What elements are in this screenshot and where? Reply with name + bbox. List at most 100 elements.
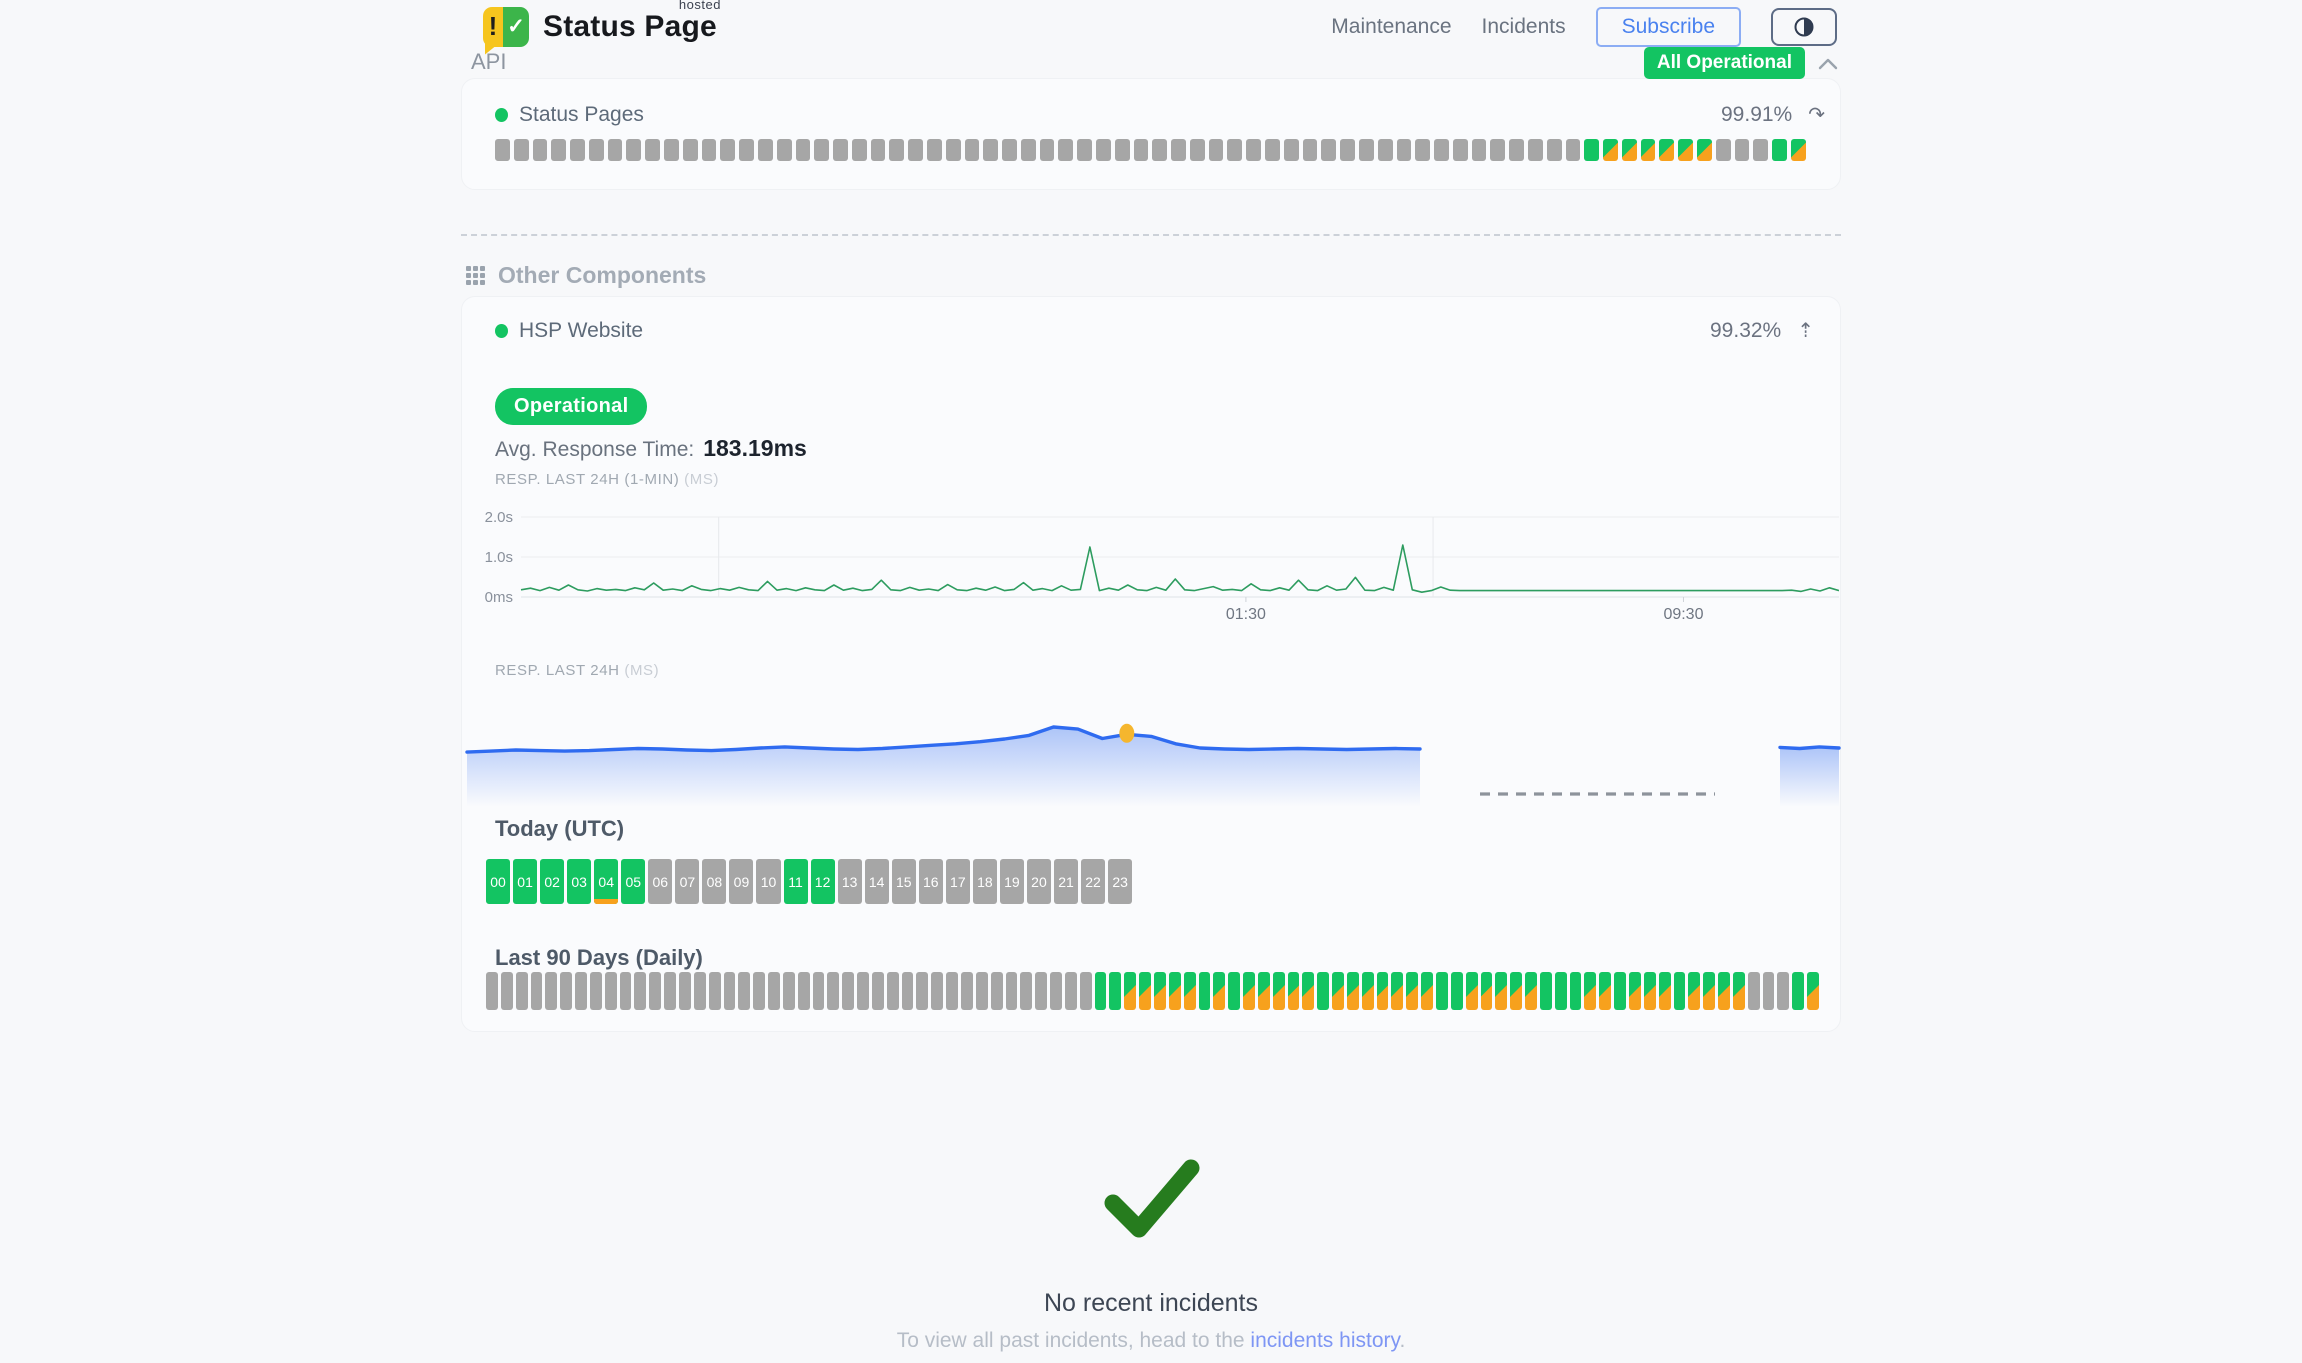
status-block-na[interactable]	[1020, 972, 1033, 1010]
status-block-na[interactable]	[1039, 139, 1055, 161]
status-block-deg[interactable]	[1628, 972, 1641, 1010]
status-block-na[interactable]	[795, 139, 811, 161]
status-block-na[interactable]	[776, 139, 792, 161]
status-block-na[interactable]	[678, 972, 691, 1010]
status-block-up[interactable]: 05	[621, 859, 646, 904]
status-block-na[interactable]	[870, 139, 886, 161]
status-block-na[interactable]	[814, 139, 830, 161]
status-block-na[interactable]	[931, 972, 944, 1010]
status-block-na[interactable]	[1096, 139, 1111, 161]
status-block-na[interactable]	[720, 139, 736, 161]
status-block-na[interactable]	[701, 139, 717, 161]
status-block-na[interactable]	[1734, 139, 1750, 161]
status-block-up[interactable]	[1772, 139, 1787, 161]
status-block-deg[interactable]	[1391, 972, 1404, 1010]
status-block-deg[interactable]	[1495, 972, 1508, 1010]
status-block-na[interactable]: 23	[1108, 859, 1133, 904]
status-block-deg[interactable]	[1465, 972, 1478, 1010]
status-block-deg[interactable]	[1599, 972, 1612, 1010]
status-block-na[interactable]	[500, 972, 513, 1010]
status-block-deg[interactable]	[1139, 972, 1151, 1010]
status-block-deg[interactable]	[1643, 972, 1656, 1010]
status-block-na[interactable]	[589, 972, 602, 1010]
status-block-na[interactable]	[634, 972, 647, 1010]
status-block-na[interactable]: 10	[756, 859, 781, 904]
status-block-na[interactable]	[1050, 972, 1062, 1010]
status-block-deg[interactable]	[1480, 972, 1493, 1010]
status-block-deg[interactable]	[1790, 139, 1806, 161]
status-block-na[interactable]	[619, 972, 632, 1010]
status-block-na[interactable]	[1064, 972, 1077, 1010]
status-block-na[interactable]	[768, 972, 780, 1010]
status-block-na[interactable]: 14	[864, 859, 889, 904]
status-block-na[interactable]	[530, 972, 543, 1010]
status-block-na[interactable]	[946, 972, 958, 1010]
nav-incidents[interactable]: Incidents	[1481, 14, 1566, 38]
status-block-up[interactable]: 01	[513, 859, 538, 904]
status-block-na[interactable]	[513, 139, 529, 161]
status-block-na[interactable]	[1340, 139, 1355, 161]
status-block-deg[interactable]	[1603, 139, 1618, 161]
status-block-na[interactable]: 19	[999, 859, 1024, 904]
status-block-up[interactable]	[1792, 972, 1805, 1010]
daily-status-bar[interactable]	[486, 972, 1819, 1010]
status-block-na[interactable]	[693, 972, 706, 1010]
status-block-deg[interactable]	[1153, 972, 1166, 1010]
scroll-top-icon[interactable]: ⇡	[1797, 320, 1814, 342]
status-block-na[interactable]	[664, 139, 679, 161]
status-block-na[interactable]	[1715, 139, 1731, 161]
status-block-na[interactable]	[1546, 139, 1562, 161]
status-block-na[interactable]	[857, 972, 869, 1010]
status-block-na[interactable]	[1133, 139, 1149, 161]
status-block-na[interactable]	[827, 972, 840, 1010]
status-block-na[interactable]	[607, 139, 623, 161]
status-block-na[interactable]	[889, 139, 905, 161]
status-block-deg[interactable]	[1688, 972, 1701, 1010]
status-block-na[interactable]	[723, 972, 736, 1010]
status-block-up[interactable]	[1673, 972, 1686, 1010]
status-block-na[interactable]	[1283, 139, 1299, 161]
status-block-deg[interactable]	[1659, 139, 1675, 161]
status-block-deg[interactable]	[1213, 972, 1226, 1010]
status-block-na[interactable]	[1471, 139, 1487, 161]
status-block-deg[interactable]	[1525, 972, 1537, 1010]
response-time-line-chart[interactable]: 2.0s 1.0s 0ms 01:30 09:30	[478, 505, 1839, 623]
status-block-na[interactable]	[1490, 139, 1506, 161]
status-block-up[interactable]	[1614, 972, 1626, 1010]
incidents-history-link[interactable]: incidents history	[1250, 1329, 1400, 1352]
response-time-area-chart[interactable]	[462, 691, 1842, 807]
status-block-na[interactable]	[886, 972, 899, 1010]
status-block-up[interactable]	[1539, 972, 1552, 1010]
status-block-deg[interactable]	[1732, 972, 1745, 1010]
status-block-na[interactable]: 07	[675, 859, 700, 904]
status-block-na[interactable]	[961, 972, 973, 1010]
status-block-deg[interactable]	[1332, 972, 1344, 1010]
status-block-deg[interactable]	[1376, 972, 1389, 1010]
status-block-deg[interactable]	[1272, 972, 1285, 1010]
status-block-na[interactable]	[575, 972, 587, 1010]
status-block-na[interactable]	[1527, 139, 1543, 161]
status-block-na[interactable]	[753, 972, 766, 1010]
status-block-up[interactable]	[1554, 972, 1567, 1010]
status-block-na[interactable]	[604, 972, 617, 1010]
status-block-na[interactable]: 13	[837, 859, 862, 904]
status-block-na[interactable]	[797, 972, 810, 1010]
status-block-deg[interactable]	[1257, 972, 1270, 1010]
status-block-na[interactable]	[1227, 139, 1243, 161]
nav-maintenance[interactable]: Maintenance	[1331, 14, 1452, 38]
status-block-na[interactable]	[495, 139, 510, 161]
status-block-na[interactable]	[1152, 139, 1168, 161]
status-block-up[interactable]	[1228, 972, 1241, 1010]
status-block-deg[interactable]	[1510, 972, 1523, 1010]
status-block-na[interactable]	[570, 139, 585, 161]
status-block-na[interactable]	[708, 972, 721, 1010]
status-block-na[interactable]	[1208, 139, 1224, 161]
status-block-na[interactable]	[738, 972, 751, 1010]
status-block-na[interactable]: 08	[702, 859, 727, 904]
status-block-na[interactable]	[1189, 139, 1205, 161]
status-block-na[interactable]	[551, 139, 567, 161]
status-block-na[interactable]	[964, 139, 980, 161]
status-block-deg[interactable]	[1406, 972, 1419, 1010]
status-block-na[interactable]	[916, 972, 929, 1010]
status-block-up[interactable]: 02	[540, 859, 565, 904]
